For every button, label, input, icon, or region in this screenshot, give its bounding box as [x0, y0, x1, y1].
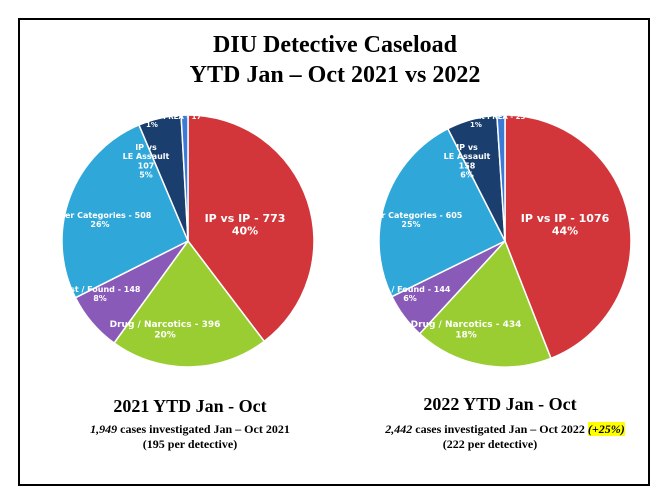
case-count-2021: 1,949: [90, 422, 118, 436]
pie-chart-2022: IP vs IP - 1076 44% Drug / Narcotics - 434…: [360, 113, 632, 368]
change-badge-2022: (+25%): [587, 422, 625, 436]
case-text-2022: cases investigated Jan – Oct 2022: [415, 422, 585, 436]
pie-slice-other-categories-2022: [378, 127, 507, 298]
slice-label-ip-vs-ip-2022: IP vs IP - 1076 44%: [521, 212, 610, 238]
caption-2021-cases: 1,949 cases investigated Jan – Oct 2021: [40, 422, 340, 437]
slice-label-other-categories-2021: Other Categories - 508 26%: [49, 211, 152, 229]
caption-2021-per-detective: (195 per detective): [142, 437, 238, 451]
chart-title-2022: 2022 YTD Jan - Oct: [423, 394, 577, 414]
pie-slice-sexual-assault-prea-2021: [180, 114, 189, 242]
caption-2022-per-detective: (222 per detective): [442, 437, 538, 451]
pie-slice-ip-vs-ip-2021: [187, 114, 315, 343]
slice-label-sexual-assault-prea-2022: Sexual Assault PREA - 25 1%: [427, 113, 526, 129]
slice-label-drug-narcotics-2022: Drug / Narcotics - 434 18%: [411, 320, 522, 340]
slide-border: [18, 18, 650, 486]
slide-title: DIU Detective Caseload YTD Jan – Oct 202…: [0, 30, 670, 90]
slice-label-ip-vs-le-assault-2021: IP vs LE Assault 107 5%: [123, 143, 170, 180]
slice-label-drug-narcotics-2021: Drug / Narcotics - 396 20%: [110, 320, 221, 340]
title-line-2: YTD Jan – Oct 2021 vs 2022: [189, 62, 481, 88]
chart-title-2021: 2021 YTD Jan - Oct: [113, 396, 267, 416]
case-count-2022: 2,442: [385, 422, 413, 436]
pie-slice-drug-narcotics-2021: [113, 239, 266, 368]
pie-slice-sexual-assault-prea-2022: [496, 114, 506, 242]
pie-chart-2021: IP vs IP - 773 40% Drug / Narcotics - 396 2…: [49, 113, 315, 368]
slice-label-ip-vs-le-assault-2022: IP vs LE Assault 158 6%: [444, 143, 491, 180]
pie-slice-ip-vs-ip-2022: [504, 114, 632, 360]
title-line-1: DIU Detective Caseload: [213, 32, 457, 58]
slice-label-sexual-assault-prea-2021: Sexual Assault PREA - 17 1%: [103, 113, 202, 129]
slice-label-ip-vs-ip-2021: IP vs IP - 773 40%: [205, 212, 286, 238]
case-text-2021: cases investigated Jan – Oct 2021: [120, 422, 290, 436]
slice-label-lost-found-2022: Lost / Found - 144 6%: [369, 285, 450, 303]
slice-label-lost-found-2021: Lost / Found - 148 8%: [59, 285, 140, 303]
pie-slice-drug-narcotics-2022: [418, 239, 552, 368]
slice-label-other-categories-2022: Other Categories - 605 25%: [360, 211, 463, 229]
caption-2022-cases: 2,442 cases investigated Jan – Oct 2022 …: [340, 422, 670, 437]
